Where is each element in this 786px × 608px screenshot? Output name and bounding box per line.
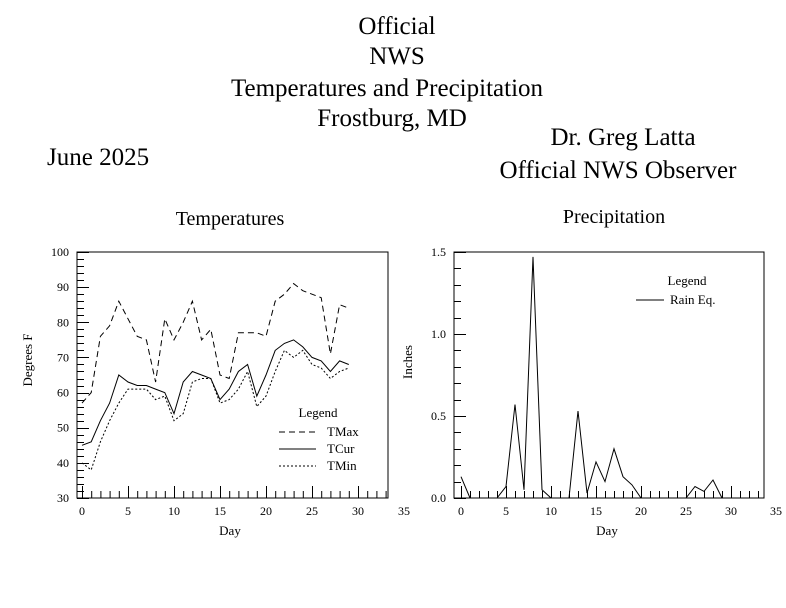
precipitation-plot-frame xyxy=(453,251,765,499)
precipitation-x-tick-label: 25 xyxy=(680,504,692,518)
temperature-x-tick-label: 25 xyxy=(306,504,318,518)
precipitation-legend-title: Legend xyxy=(668,273,707,288)
temperature-series-tmax xyxy=(81,282,349,404)
temperature-series-tcur xyxy=(81,339,349,446)
temperature-x-tick-label: 35 xyxy=(398,504,410,518)
precipitation-x-tick-label: 5 xyxy=(503,504,509,518)
precipitation-x-tick-label: 35 xyxy=(770,504,782,518)
temperature-x-tick-label: 20 xyxy=(260,504,272,518)
temperature-chart-title: Temperatures xyxy=(176,208,285,230)
observer-title: Official NWS Observer xyxy=(500,157,738,184)
temperature-series-tmin xyxy=(81,349,349,471)
precipitation-y-tick-label: 0.5 xyxy=(431,409,446,423)
temperature-legend-title: Legend xyxy=(299,405,338,420)
precipitation-chart: Precipitation Day Inches 0 5 10 15 20 25 30 35 0… xyxy=(400,206,782,538)
temperature-chart: Temperatures Day Degrees F 0 5 10 15 20 25 30 3… xyxy=(20,208,410,538)
temperature-y-tick-label: 60 xyxy=(57,386,69,400)
title-line-1: Official xyxy=(358,13,435,40)
temperature-y-tick-label: 80 xyxy=(57,315,69,329)
precipitation-x-tick-label: 15 xyxy=(590,504,602,518)
precipitation-x-tick-label: 10 xyxy=(545,504,557,518)
temperature-y-tick-label: 90 xyxy=(57,280,69,294)
temperature-y-tick-label: 50 xyxy=(57,421,69,435)
month-label: June 2025 xyxy=(47,144,149,171)
temperature-legend-label: TMax xyxy=(327,424,359,439)
precipitation-series-raineq xyxy=(460,256,723,499)
title-line-2: NWS xyxy=(369,43,425,70)
precipitation-y-tick-label: 1.5 xyxy=(431,245,446,259)
temperature-x-label: Day xyxy=(219,523,241,538)
temperature-x-tick-label: 15 xyxy=(214,504,226,518)
temperature-y-tick-label: 70 xyxy=(57,350,69,364)
temperature-x-tick-label: 5 xyxy=(125,504,131,518)
title-line-3: Temperatures and Precipitation xyxy=(231,75,544,102)
temperature-legend-label: TMin xyxy=(327,458,357,473)
temperature-x-tick-label: 10 xyxy=(168,504,180,518)
precipitation-y-tick-label: 1.0 xyxy=(431,327,446,341)
precipitation-x-tick-label: 0 xyxy=(458,504,464,518)
precipitation-x-tick-label: 20 xyxy=(635,504,647,518)
temperature-x-tick-label: 0 xyxy=(79,504,85,518)
precipitation-x-tick-label: 30 xyxy=(725,504,737,518)
temperature-x-tick-label: 30 xyxy=(352,504,364,518)
temperature-y-tick-label: 30 xyxy=(57,491,69,505)
temperature-plot-frame xyxy=(76,251,389,499)
temperature-y-label: Degrees F xyxy=(20,333,35,386)
observer-name: Dr. Greg Latta xyxy=(550,124,695,151)
title-line-4: Frostburg, MD xyxy=(317,105,467,132)
temperature-y-tick-label: 100 xyxy=(51,245,69,259)
precipitation-y-tick-label: 0.0 xyxy=(431,491,446,505)
precipitation-chart-title: Precipitation xyxy=(563,206,665,228)
precipitation-legend-label: Rain Eq. xyxy=(670,292,716,307)
precipitation-y-label: Inches xyxy=(400,345,415,379)
precipitation-x-label: Day xyxy=(596,523,618,538)
temperature-y-tick-label: 40 xyxy=(57,456,69,470)
temperature-legend-label: TCur xyxy=(327,441,355,456)
